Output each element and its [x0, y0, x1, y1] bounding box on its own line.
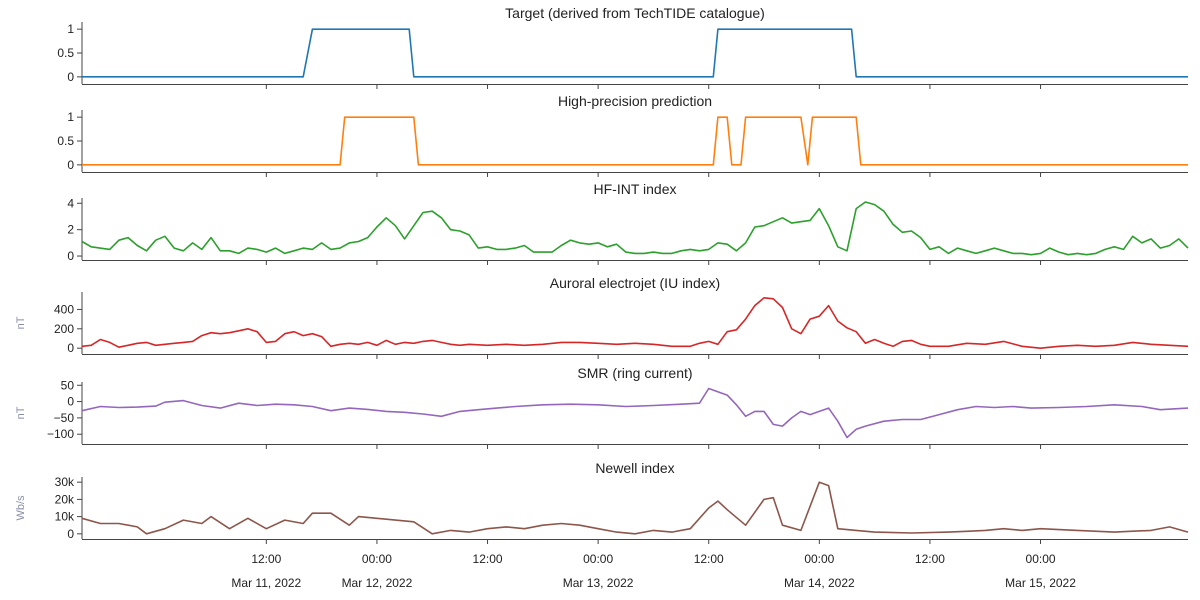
y-tick-label: −50 — [54, 411, 75, 425]
series-line — [81, 201, 1189, 256]
y-tick-label: 200 — [54, 322, 74, 336]
y-tick-label: 0 — [67, 70, 74, 84]
y-tick-label: 1 — [67, 110, 74, 124]
y-tick-label: 20k — [55, 492, 75, 506]
y-tick-label: 0 — [67, 527, 74, 541]
panel-title: SMR (ring current) — [577, 365, 692, 381]
x-tick-label: 12:00 — [473, 552, 503, 566]
y-tick-label: 0.5 — [57, 46, 74, 60]
y-tick-label: 4 — [67, 196, 74, 210]
y-tick-label: 50 — [61, 378, 75, 392]
x-tick-label: 12:00 — [694, 552, 724, 566]
y-tick-label: 10k — [55, 510, 75, 524]
x-tick-label: 00:00 — [1026, 552, 1056, 566]
series-line — [82, 116, 1188, 166]
y-tick-label: 30k — [55, 475, 75, 489]
x-tick-label: 00:00 — [362, 552, 392, 566]
y-axis-label: nT — [15, 316, 27, 329]
x-tick-label: 12:00 — [915, 552, 945, 566]
x-date-label: Mar 13, 2022 — [563, 576, 634, 590]
x-date-label: Mar 12, 2022 — [342, 576, 413, 590]
y-tick-label: 0 — [67, 249, 74, 263]
panel-title: Newell index — [595, 460, 674, 476]
y-tick-label: 400 — [54, 302, 74, 316]
series-line — [82, 28, 1188, 78]
x-date-label: Mar 11, 2022 — [231, 576, 301, 590]
y-axis-label: nT — [15, 406, 27, 419]
y-tick-label: 0.5 — [57, 134, 74, 148]
x-tick-label: 00:00 — [804, 552, 834, 566]
x-tick-label: 00:00 — [583, 552, 613, 566]
x-tick-label: 12:00 — [251, 552, 281, 566]
panel-title: Auroral electrojet (IU index) — [550, 275, 720, 291]
y-tick-label: 1 — [67, 22, 74, 36]
panel-title: HF-INT index — [594, 181, 677, 197]
y-axis-label: Wb/s — [15, 495, 27, 521]
x-date-label: Mar 15, 2022 — [1005, 576, 1076, 590]
x-date-label: Mar 14, 2022 — [784, 576, 855, 590]
panel-title: High-precision prediction — [558, 93, 712, 109]
series-line — [81, 481, 1189, 535]
y-tick-label: 0 — [67, 395, 74, 409]
series-line — [81, 296, 1189, 350]
y-tick-label: 0 — [67, 158, 74, 172]
y-tick-label: 2 — [67, 223, 74, 237]
series-line — [81, 387, 1189, 439]
panel-title: Target (derived from TechTIDE catalogue) — [505, 5, 765, 21]
y-tick-label: 0 — [67, 341, 74, 355]
y-tick-label: −100 — [47, 427, 74, 441]
